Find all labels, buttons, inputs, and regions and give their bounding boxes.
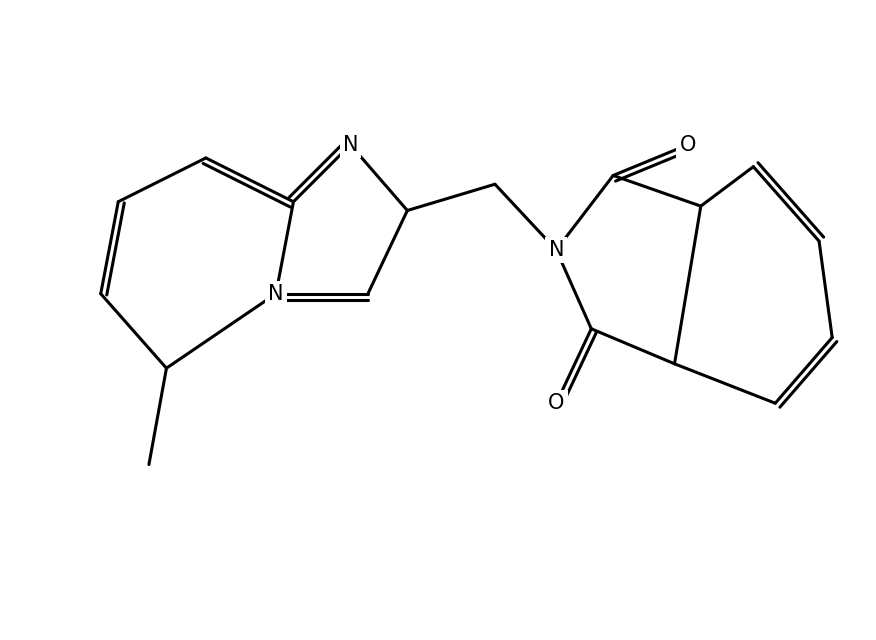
Text: O: O	[680, 135, 696, 155]
Text: N: N	[268, 284, 284, 304]
Text: N: N	[548, 240, 564, 260]
Text: O: O	[548, 393, 564, 413]
Text: N: N	[343, 135, 358, 155]
